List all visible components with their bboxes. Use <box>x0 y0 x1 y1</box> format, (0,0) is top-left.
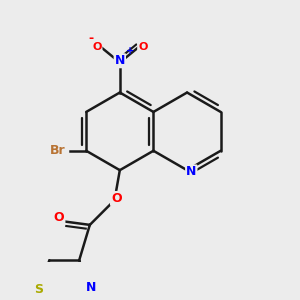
Text: N: N <box>186 165 196 178</box>
Text: Br: Br <box>50 144 66 157</box>
Text: O: O <box>111 192 122 205</box>
Text: -: - <box>88 32 93 45</box>
Text: O: O <box>54 211 64 224</box>
Text: N: N <box>86 281 97 294</box>
Text: O: O <box>138 42 147 52</box>
Text: +: + <box>126 46 134 56</box>
Text: N: N <box>115 54 125 67</box>
Text: O: O <box>92 42 102 52</box>
Text: S: S <box>34 283 43 296</box>
